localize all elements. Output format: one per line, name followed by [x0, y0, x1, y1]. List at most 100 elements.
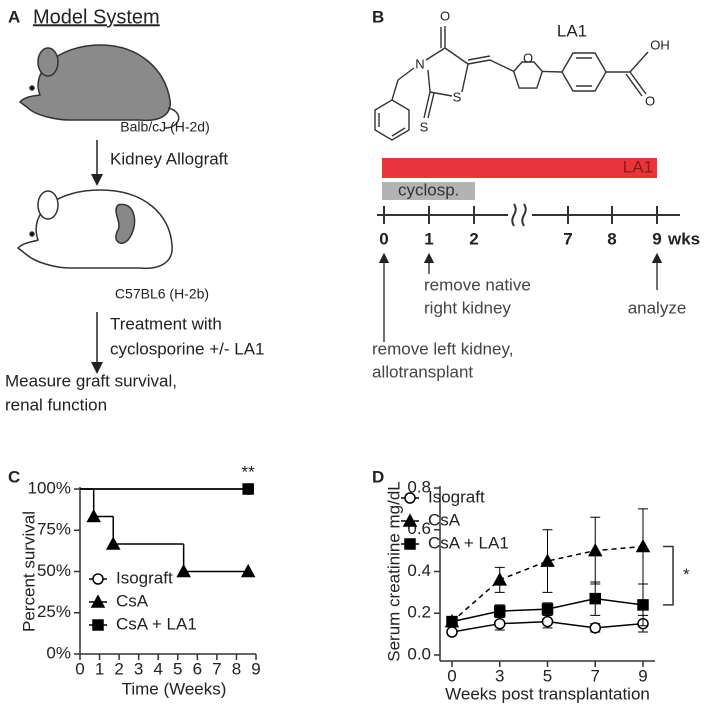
legend-label: Isograft: [116, 568, 173, 587]
x-tick-label: 6: [193, 659, 202, 678]
x-tick-label: 5: [543, 666, 552, 685]
marker: [92, 573, 104, 585]
marker: [404, 538, 416, 550]
panel-title: Model System: [33, 6, 160, 28]
legend-label: Isograft: [428, 487, 485, 506]
treatment-bar: [382, 182, 475, 200]
x-tick-label: 9: [638, 666, 647, 685]
x-tick-label: 3: [495, 666, 504, 685]
timeline-label: 2: [469, 229, 478, 248]
panel-letter: C: [8, 467, 20, 486]
x-tick-label: 8: [232, 659, 241, 678]
panel-letter: D: [372, 467, 384, 486]
y-tick-label: 75%: [37, 520, 71, 539]
marker: [540, 553, 555, 567]
atom-label: O: [523, 50, 533, 65]
atom-label: S: [420, 119, 429, 134]
x-axis-label: Weeks post transplantation: [445, 684, 650, 703]
marker: [589, 622, 601, 634]
recipient-mouse: [16, 189, 173, 270]
marker: [541, 603, 554, 615]
panel-letter: A: [8, 7, 20, 26]
timeline-label: 0: [379, 229, 388, 248]
timeline: [377, 203, 680, 227]
marker: [404, 492, 416, 504]
y-axis-label: Serum creatinine mg/dL: [384, 481, 403, 661]
event-label: analyze: [628, 298, 687, 317]
event-label: allotransplant: [372, 362, 473, 381]
y-tick-label: 0.0: [407, 644, 431, 663]
marker: [635, 538, 651, 553]
marker: [402, 513, 418, 527]
marker: [240, 563, 256, 578]
marker: [446, 615, 458, 628]
atom-label: O: [645, 93, 655, 108]
donor-label: Balb/cJ (H-2d): [120, 119, 209, 135]
step-label: cyclosporine +/- LA1: [110, 339, 265, 358]
event-label: remove left kidney,: [372, 339, 513, 358]
x-tick-label: 1: [95, 659, 104, 678]
x-tick-label: 7: [591, 666, 600, 685]
marker: [492, 572, 508, 586]
marker: [176, 563, 191, 578]
timeline-label: 8: [607, 229, 616, 248]
legend-label: CsA + LA1: [428, 533, 509, 552]
timeline-label: 7: [563, 229, 572, 248]
structure: [374, 26, 649, 141]
step-label: Treatment with: [110, 314, 222, 333]
x-tick-label: 0: [447, 666, 456, 685]
treatment-bar: [382, 158, 657, 178]
y-axis-label: Percent survival: [19, 511, 38, 632]
y-tick-label: 0.2: [407, 603, 431, 622]
significance: **: [242, 462, 256, 481]
atom-label: N: [415, 56, 424, 71]
outcome-label: renal function: [5, 395, 107, 414]
x-tick-label: 7: [212, 659, 221, 678]
bracket: [663, 545, 674, 606]
marker: [587, 543, 603, 557]
legend-label: CsA: [116, 591, 149, 610]
donor-mouse: [18, 44, 180, 129]
marker: [242, 483, 254, 495]
significance: *: [683, 565, 690, 584]
y-tick-label: 0.8: [407, 477, 431, 496]
legend-label: CsA + LA1: [116, 614, 197, 633]
x-axis-label: Time (Weeks): [122, 679, 227, 698]
marker: [86, 508, 101, 523]
y-tick-label: 50%: [37, 561, 71, 580]
timeline-label: 1: [424, 229, 433, 248]
marker: [90, 594, 106, 608]
panel-letter: B: [372, 7, 384, 26]
x-tick-label: 4: [153, 659, 162, 678]
y-tick-label: 100%: [28, 478, 71, 497]
marker: [637, 599, 649, 611]
atom-label: S: [453, 89, 462, 104]
atom-label: O: [440, 8, 450, 23]
x-tick-label: 3: [134, 659, 143, 678]
compound-label: LA1: [557, 21, 587, 40]
marker: [541, 615, 554, 628]
x-tick-label: 2: [114, 659, 123, 678]
marker: [589, 592, 601, 605]
bar-label: cyclosp.: [398, 180, 459, 199]
step-label: Kidney Allograft: [110, 149, 228, 168]
marker: [92, 619, 104, 631]
x-tick-label: 0: [75, 659, 84, 678]
marker: [494, 605, 506, 617]
x-tick-label: 5: [173, 659, 182, 678]
bar-label: LA1: [623, 157, 653, 176]
atom-label: OH: [650, 37, 670, 52]
y-tick-label: 0.4: [407, 561, 431, 580]
event-label: right kidney: [424, 298, 511, 317]
y-tick-label: 25%: [37, 602, 71, 621]
recipient-label: C57BL6 (H-2b): [115, 286, 209, 302]
marker: [494, 617, 506, 630]
x-tick-label: 9: [251, 659, 260, 678]
outcome-label: Measure graft survival,: [5, 371, 177, 390]
y-tick-label: 0%: [46, 643, 71, 662]
legend-label: CsA: [428, 510, 461, 529]
timeline-label: 9: [652, 229, 661, 248]
timeline-unit: wks: [667, 229, 700, 248]
marker: [105, 536, 121, 550]
